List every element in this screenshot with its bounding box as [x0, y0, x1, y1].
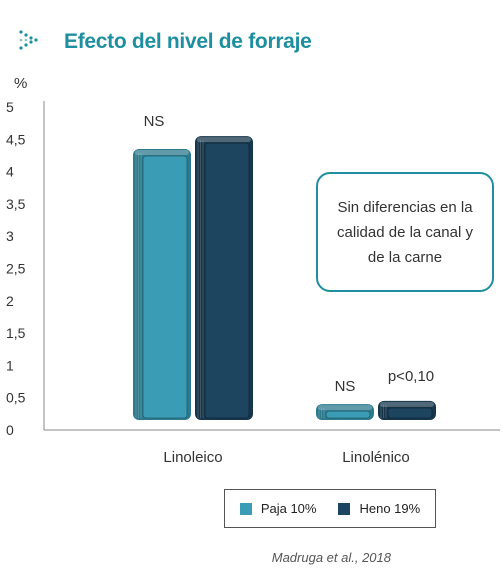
callout-box: Sin diferencias en la calidad de la cana…: [316, 172, 494, 292]
y-tick-label: 5: [6, 99, 14, 115]
y-tick-label: 2,5: [6, 261, 26, 277]
chevron-right-icon: [19, 30, 38, 50]
x-tick-label: Linolénico: [342, 449, 410, 466]
legend-label: Paja 10%: [260, 501, 317, 516]
legend: Paja 10% Heno 19%: [224, 489, 436, 528]
y-tick-label: 4,5: [6, 131, 26, 147]
y-tick-label: 2: [6, 293, 14, 309]
chart-title: Efecto del nivel de forraje: [64, 30, 312, 53]
legend-swatch: [338, 502, 351, 515]
y-tick-label: 0: [6, 422, 14, 438]
bar-highlight: [197, 137, 251, 143]
callout-text: Sin diferencias en la calidad de la cana…: [337, 198, 473, 266]
bar-front-face: [142, 155, 188, 419]
legend-label: Heno 19%: [359, 501, 421, 516]
bar-front-face: [204, 142, 250, 419]
legend-item: Heno 19%: [338, 501, 420, 516]
source-citation: Madruga et al., 2018: [271, 550, 391, 565]
y-axis-unit: %: [14, 75, 27, 92]
legend-item: Paja 10%: [239, 501, 317, 516]
y-tick-label: 0,5: [6, 390, 26, 406]
y-tick-label: 3,5: [6, 196, 26, 212]
bar-annotation: NS: [335, 378, 356, 395]
bar-highlight: [135, 149, 189, 155]
bar-highlight: [380, 401, 434, 407]
y-tick-label: 4: [6, 164, 14, 180]
bar-annotation: p<0,10: [388, 368, 434, 385]
bar-annotation: NS: [144, 113, 165, 130]
y-tick-label: 3: [6, 228, 14, 244]
y-tick-label: 1,5: [6, 325, 26, 341]
bar-highlight: [318, 405, 372, 411]
y-tick-label: 1: [6, 357, 14, 373]
bar-front-face: [387, 407, 433, 419]
x-tick-label: Linoleico: [163, 449, 222, 466]
bar-front-face: [325, 410, 371, 419]
legend-swatch: [239, 502, 252, 515]
